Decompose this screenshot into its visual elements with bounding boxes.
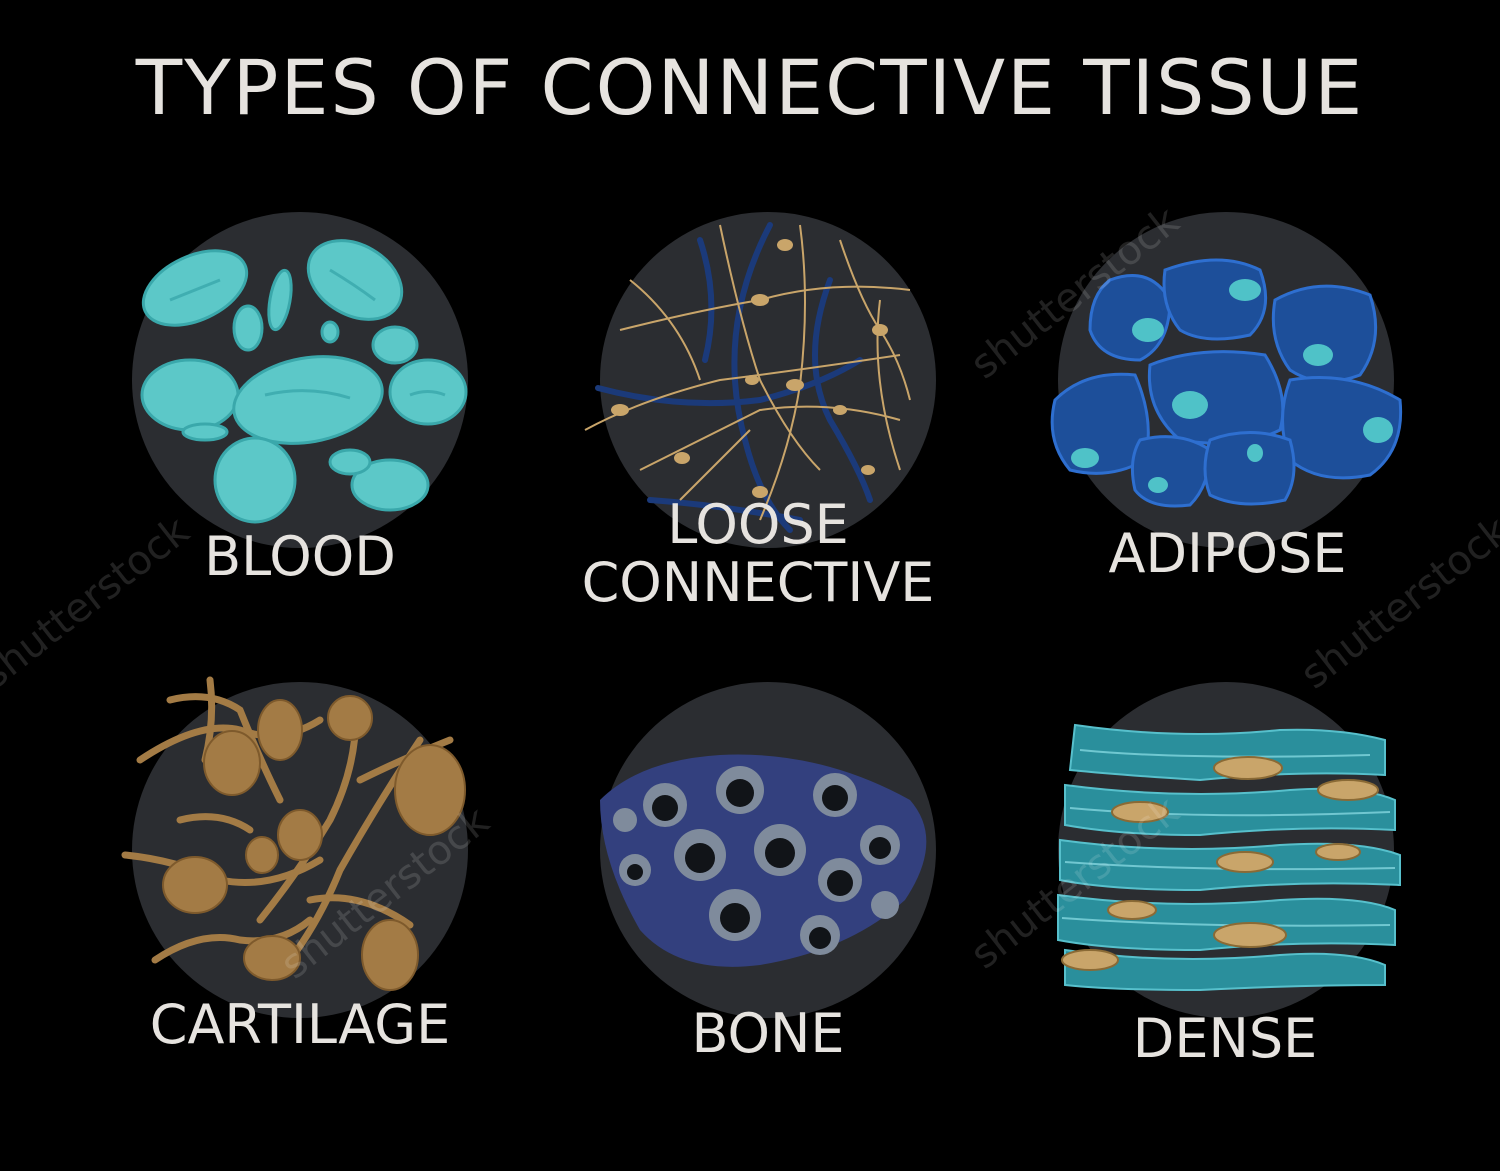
label-cartilage: CARTILAGE xyxy=(149,993,451,1056)
adipose-illustration xyxy=(1050,212,1403,548)
label-loose-line1: LOOSE xyxy=(667,493,849,556)
dense-illustration xyxy=(1057,682,1401,1018)
blood-illustration xyxy=(132,212,468,548)
label-adipose: ADIPOSE xyxy=(1108,522,1347,585)
bone-illustration xyxy=(600,682,936,1018)
label-dense: DENSE xyxy=(1132,1007,1318,1070)
loose-connective-illustration xyxy=(584,212,936,548)
label-bone: BONE xyxy=(691,1002,845,1065)
label-blood: BLOOD xyxy=(204,525,396,588)
page-title: TYPES OF CONNECTIVE TISSUE xyxy=(135,43,1365,132)
cartilage-illustration xyxy=(121,676,468,1018)
label-loose-line2: CONNECTIVE xyxy=(581,551,935,614)
label-loose-connective: LOOSE CONNECTIVE xyxy=(558,496,958,612)
